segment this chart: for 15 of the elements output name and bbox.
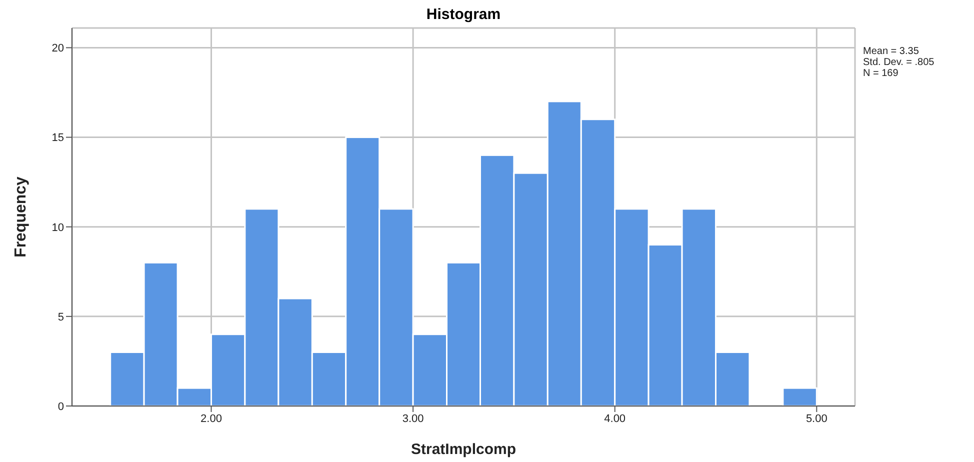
- x-tick-label: 2.00: [200, 412, 222, 425]
- text: Mean = 3.35: [863, 46, 920, 57]
- y-tick-label: 10: [52, 222, 64, 234]
- y-tick-label: 5: [58, 311, 64, 324]
- y-tick-label: 0: [58, 400, 64, 413]
- text: Std. Dev. = .805: [863, 57, 934, 68]
- x-tick-label: 5.00: [806, 412, 828, 425]
- chart-title: Histogram: [425, 6, 502, 23]
- y-tick-label: 15: [52, 132, 64, 144]
- x-axis-title: StratImplcomp: [410, 441, 516, 458]
- y-axis-title: Frequency: [12, 176, 30, 258]
- text: N = 169: [863, 68, 900, 79]
- x-tick-label: 3.00: [402, 412, 424, 425]
- y-tick-label: 20: [52, 42, 64, 55]
- x-tick-label: 4.00: [604, 412, 626, 425]
